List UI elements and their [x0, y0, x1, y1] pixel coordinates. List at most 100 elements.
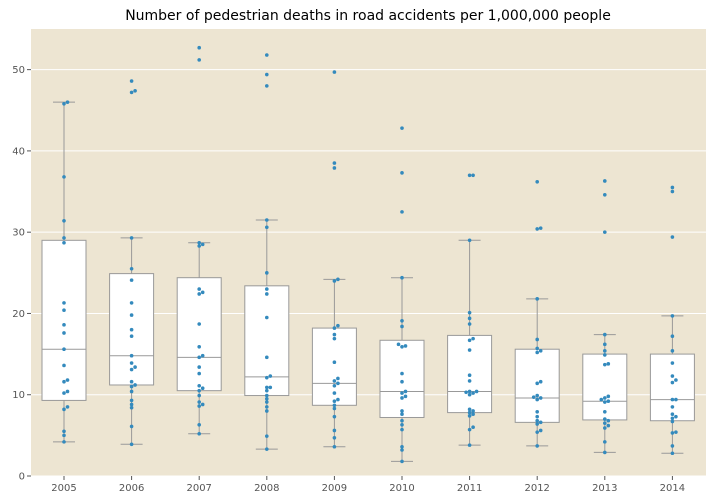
data-point: [535, 393, 539, 398]
data-point: [62, 323, 66, 327]
data-point: [129, 278, 134, 282]
data-point: [535, 409, 539, 414]
chart-title: Number of pedestrian deaths in road acci…: [125, 8, 611, 24]
data-point: [535, 297, 539, 301]
data-point: [62, 363, 66, 368]
data-point: [467, 373, 472, 378]
data-point: [396, 342, 401, 347]
data-point: [62, 308, 66, 313]
data-point: [129, 266, 134, 271]
data-point: [467, 443, 472, 447]
data-point: [603, 179, 607, 183]
data-point: [336, 376, 340, 381]
data-point: [603, 440, 607, 444]
data-point: [197, 422, 201, 427]
data-point: [670, 349, 675, 353]
data-point: [197, 383, 201, 388]
data-point: [129, 353, 134, 358]
points-layer: [62, 45, 678, 464]
data-point: [674, 397, 678, 402]
data-point: [197, 404, 201, 408]
data-point: [62, 379, 66, 384]
data-point: [400, 448, 404, 452]
data-point: [129, 402, 134, 407]
data-point: [129, 90, 134, 95]
data-point: [603, 400, 607, 404]
data-point: [265, 385, 269, 390]
data-point: [670, 444, 675, 448]
data-point: [332, 391, 337, 395]
data-point: [538, 396, 543, 400]
data-point: [332, 161, 337, 165]
data-point: [129, 301, 134, 305]
data-point: [265, 409, 269, 413]
data-point: [332, 360, 337, 365]
data-point: [467, 348, 472, 352]
data-point: [535, 350, 539, 355]
data-point: [265, 225, 269, 230]
data-point: [471, 173, 475, 178]
data-point: [265, 84, 269, 88]
data-point: [535, 422, 539, 426]
data-point: [197, 393, 201, 398]
data-point: [670, 361, 675, 365]
data-point: [129, 424, 134, 429]
data-point: [603, 426, 607, 430]
data-point: [265, 447, 269, 451]
y-tick-label: 40: [12, 146, 25, 157]
data-point: [62, 175, 66, 179]
data-point: [670, 185, 675, 190]
data-point: [474, 389, 479, 394]
data-point: [336, 323, 340, 328]
x-tick-label: 2008: [254, 483, 279, 494]
data-point: [674, 430, 678, 434]
data-point: [197, 371, 201, 376]
data-point: [400, 422, 404, 427]
data-point: [471, 336, 475, 341]
data-point: [670, 314, 675, 318]
data-point: [467, 316, 472, 321]
data-point: [603, 450, 607, 455]
data-point: [670, 235, 675, 239]
y-tick-label: 10: [12, 390, 25, 401]
data-point: [467, 392, 472, 397]
data-point: [403, 394, 408, 399]
data-point: [62, 433, 66, 438]
data-point: [200, 402, 205, 407]
data-point: [62, 101, 66, 106]
data-point: [670, 374, 675, 378]
data-point: [603, 230, 607, 234]
data-point: [400, 344, 404, 349]
data-point: [603, 342, 607, 347]
data-point: [467, 338, 472, 343]
data-point: [603, 192, 607, 197]
data-point: [65, 378, 70, 382]
data-point: [332, 383, 337, 388]
data-point: [674, 414, 678, 419]
x-tick-label: 2013: [592, 483, 617, 494]
data-point: [674, 378, 678, 382]
box-iqr: [41, 239, 87, 401]
x-tick-label: 2010: [389, 483, 414, 494]
x-tick-label: 2009: [322, 483, 347, 494]
data-point: [603, 353, 607, 357]
data-point: [670, 189, 675, 194]
data-point: [62, 219, 66, 223]
data-point: [129, 384, 134, 389]
data-point: [535, 381, 539, 386]
data-point: [400, 379, 404, 384]
data-point: [265, 388, 269, 393]
data-point: [400, 391, 404, 395]
data-point: [606, 423, 611, 428]
data-point: [129, 334, 134, 339]
data-point: [464, 390, 468, 395]
x-tick-label: 2011: [457, 483, 482, 494]
data-point: [129, 389, 134, 394]
data-point: [129, 327, 134, 332]
data-point: [603, 349, 607, 353]
data-point: [535, 227, 539, 231]
data-point: [129, 379, 134, 384]
data-point: [129, 313, 134, 317]
